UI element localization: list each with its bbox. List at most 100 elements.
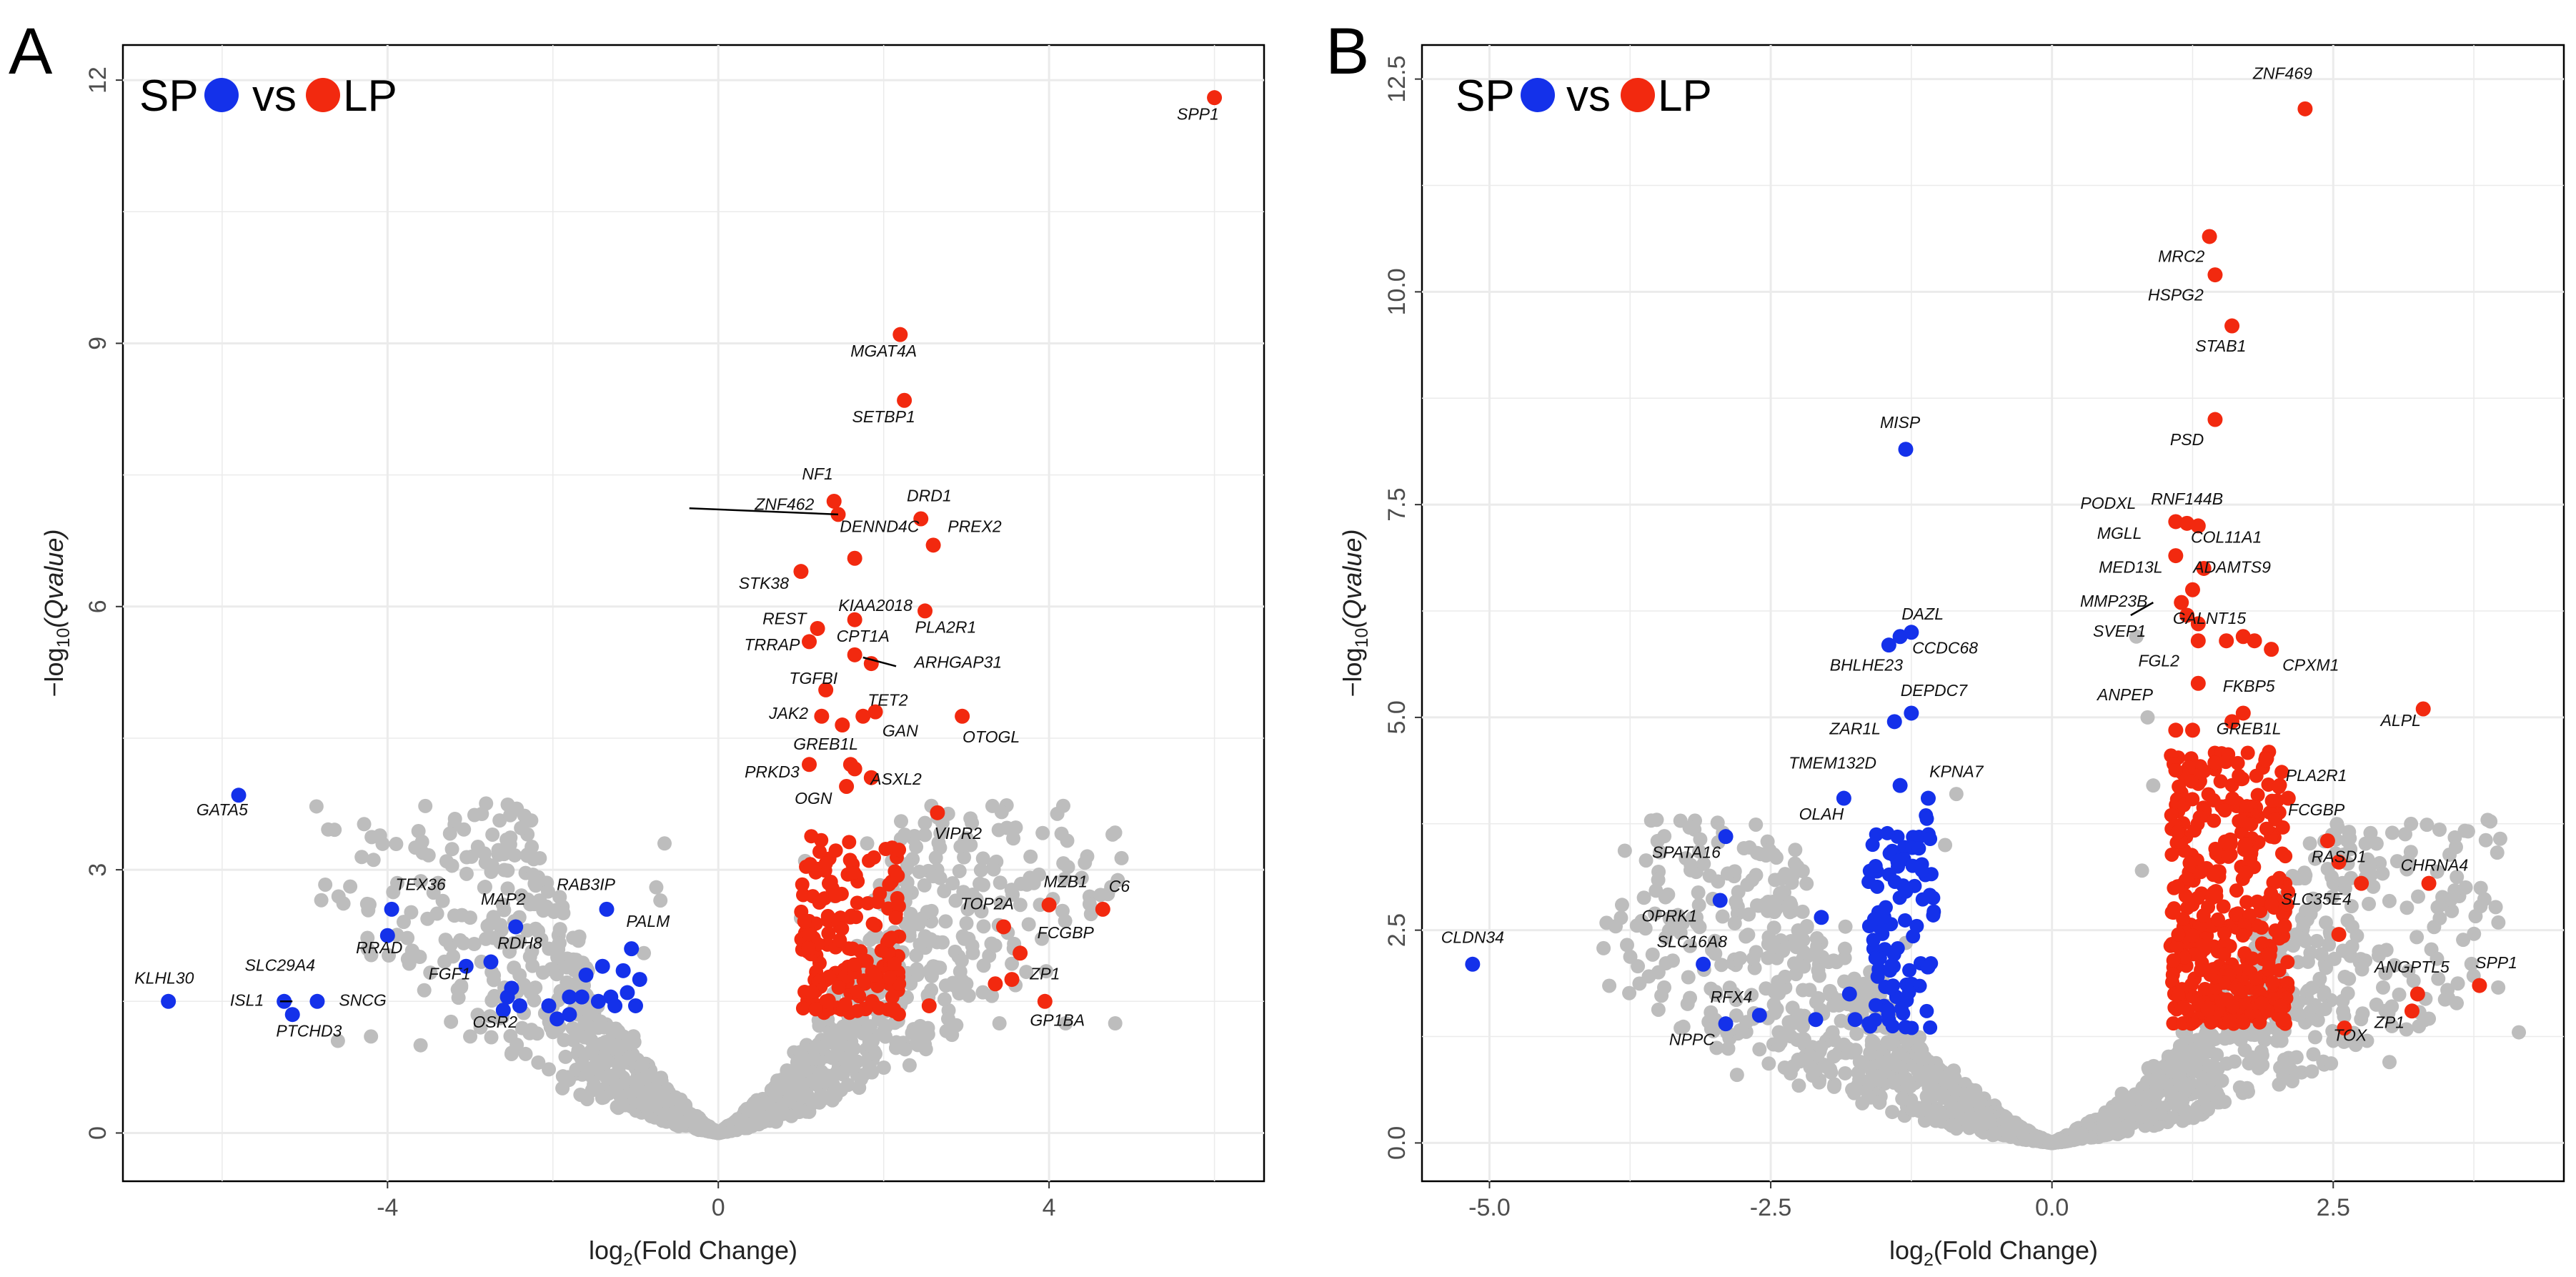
point-ns-b (2434, 897, 2449, 912)
point-ns-b (1771, 1038, 1786, 1053)
point-up-b (2171, 927, 2186, 942)
point-up-b (2247, 633, 2262, 649)
point-ns-a (897, 828, 912, 843)
point-ns-b (2441, 990, 2456, 1005)
point-ns-b (1629, 918, 1644, 933)
point-ns-b (1702, 868, 1717, 883)
point-ns-b (2450, 976, 2465, 991)
point-up-b (2196, 560, 2212, 576)
point-up-b (2207, 755, 2222, 770)
point-ns-b (2411, 889, 2426, 904)
point-up-a (955, 708, 970, 724)
point-ns-b (2397, 827, 2412, 842)
point-ns-b (2289, 1050, 2304, 1065)
gene-label-b: CHRNA4 (2401, 855, 2469, 874)
point-down-b (1880, 825, 1895, 840)
point-ns-a (852, 1080, 867, 1095)
y-axis-title-a: −log10(Qvalue) (39, 530, 74, 697)
legend-sp-a: SP (139, 71, 199, 121)
y-title-sub-b: 10 (1352, 628, 1372, 648)
point-up-b (2224, 318, 2240, 334)
point-up-a (870, 895, 885, 910)
point-ns-b (2209, 1048, 2224, 1063)
gene-label-b: DAZL (1901, 605, 1944, 623)
point-ns-b (1795, 904, 1810, 919)
point-up-b (2235, 928, 2250, 943)
point-ns-a (555, 1080, 570, 1095)
point-up-b (2169, 939, 2184, 954)
point-ns-b (1903, 1079, 1918, 1094)
point-up-a (995, 919, 1011, 935)
point-ns-b (2298, 934, 2313, 949)
point-down-b (1718, 1016, 1734, 1032)
point-ns-b (1596, 940, 1611, 955)
nonsignificant-points-b (1596, 629, 2527, 1151)
point-down-a (384, 901, 399, 917)
point-up-b (2225, 998, 2240, 1013)
point-up-a (842, 853, 857, 868)
point-ns-a (937, 992, 952, 1007)
point-ns-a (386, 885, 401, 900)
point-ns-b (1674, 1020, 1689, 1035)
point-ns-b (2445, 903, 2460, 918)
point-ns-b (1729, 894, 1744, 909)
point-down-a (499, 989, 515, 1005)
point-up-a (795, 1000, 810, 1015)
point-up-a (887, 1002, 902, 1017)
leader-line-a (862, 656, 897, 667)
gene-label-b: RASD1 (2312, 847, 2367, 865)
point-down-b (1926, 904, 1941, 919)
point-up-a (823, 875, 838, 890)
point-ns-b (2320, 861, 2335, 876)
point-up-b (2331, 927, 2347, 943)
point-ns-b (1778, 969, 1793, 984)
point-ns-b (2460, 824, 2475, 839)
point-ns-b (2164, 1058, 2179, 1073)
y-tick-label-b: 0.0 (1383, 1126, 1411, 1160)
point-ns-a (940, 1011, 955, 1026)
point-ns-a (456, 935, 471, 950)
point-up-a (839, 778, 855, 794)
point-up-a (847, 550, 862, 566)
point-up-b (2228, 907, 2243, 922)
point-ns-b (2363, 825, 2378, 840)
point-ns-a (478, 855, 493, 870)
point-up-a (810, 620, 825, 636)
point-ns-a (910, 1038, 925, 1053)
gene-label-b: FKBP5 (2223, 677, 2275, 695)
point-ns-a (953, 964, 968, 979)
point-ns-a (343, 879, 358, 894)
point-ns-b (1665, 953, 1680, 968)
leader-lines-b (2130, 602, 2154, 617)
point-ns-b (1752, 1042, 1767, 1057)
point-up-b (2239, 865, 2254, 880)
gene-label-b: SPP1 (2475, 953, 2517, 972)
point-up-a (847, 647, 862, 662)
point-up-b (2164, 847, 2179, 862)
gene-label-a: OSR2 (472, 1013, 517, 1031)
point-ns-a (514, 820, 529, 835)
point-ns-b (1892, 1046, 1907, 1061)
point-ns-b (1886, 1075, 1901, 1090)
point-ns-b (1924, 1063, 1939, 1078)
point-ns-a (985, 798, 1000, 813)
point-ns-a (504, 1046, 519, 1061)
gene-label-a: ZP1 (1029, 965, 1060, 983)
point-ns-b (1691, 885, 1706, 900)
gene-label-a: ISL1 (230, 990, 264, 1009)
point-ns-b (2432, 822, 2447, 837)
gene-label-a: SLC29A4 (245, 955, 315, 974)
point-up-a (892, 843, 907, 858)
point-ns-b (1784, 875, 1799, 890)
point-down-a (574, 989, 590, 1005)
point-up-b (2190, 816, 2205, 831)
point-ns-b (2274, 1033, 2289, 1048)
point-ns-b (1797, 1008, 1812, 1023)
point-ns-b (2307, 1030, 2322, 1045)
point-ns-a (937, 883, 952, 898)
point-up-a (801, 940, 816, 955)
gene-label-b: GREB1L (2217, 720, 2282, 738)
point-ns-a (612, 1088, 627, 1103)
point-ns-b (2134, 863, 2149, 878)
point-ns-a (876, 1060, 891, 1075)
